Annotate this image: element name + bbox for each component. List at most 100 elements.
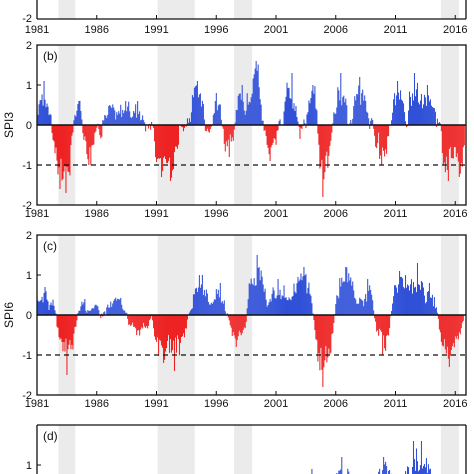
panel-b-bar-32 — [68, 125, 70, 173]
panel-b-bar-147 — [182, 125, 184, 132]
panel-c-bar-49 — [85, 310, 87, 315]
panel-c-bar-192 — [227, 315, 229, 318]
panel-b-bar-84 — [120, 104, 122, 125]
panel-b-bar-333 — [368, 118, 370, 125]
panel-b-bar-12 — [48, 115, 50, 125]
panel-c-bar-19 — [55, 313, 57, 315]
panel-b-bar-71 — [107, 114, 109, 125]
panel-c-bar-365 — [400, 276, 402, 315]
panel-c-ytick-label-1: -1 — [22, 350, 32, 362]
panel-c-bar-57 — [93, 308, 95, 315]
panel-b-bar-413 — [447, 125, 449, 181]
panel-c-bar-338 — [373, 310, 375, 315]
panel-c-bar-319 — [354, 297, 356, 315]
panel-b-bar-1 — [37, 114, 39, 125]
panel-c-bar-280 — [315, 315, 317, 340]
panel-a-xtick-label-5: 2006 — [324, 24, 348, 36]
panel-b-bar-135 — [170, 125, 173, 178]
panel-b-bar-237 — [272, 125, 274, 143]
panel-c-bar-254 — [289, 298, 291, 315]
panel-b-bar-298 — [333, 112, 335, 125]
panel-b-bar-171 — [206, 125, 208, 129]
panel-b-bar-308 — [343, 95, 345, 125]
panel-c-bar-116 — [152, 315, 154, 321]
panel-d-bar-101 — [389, 469, 391, 474]
panel-c-bar-130 — [166, 315, 168, 349]
panel-c-bar-147 — [182, 315, 184, 334]
panel-c-bar-72 — [108, 307, 110, 315]
panel-c-bar-379 — [413, 287, 416, 315]
panel-c-bar-207 — [242, 315, 244, 330]
panel-c-bar-425 — [459, 315, 461, 335]
panel-b-bar-174 — [209, 125, 211, 130]
panel-b-bar-211 — [246, 93, 248, 125]
panel-b-bar-217 — [252, 78, 254, 125]
panel-c-bar-111 — [147, 315, 149, 329]
panel-c-bar-421 — [455, 315, 457, 339]
panel-c-bar-371 — [405, 287, 408, 315]
panel-b-xtick-label-5: 2006 — [324, 208, 348, 220]
panel-c-bar-232 — [267, 304, 269, 315]
panel-c-bar-208 — [243, 315, 245, 328]
panel-c-bar-326 — [361, 299, 363, 315]
panel-b-bar-199 — [234, 122, 236, 125]
panel-d-shade-1 — [157, 425, 195, 474]
panel-c-bar-158 — [193, 294, 195, 315]
panel-c-bar-389 — [423, 295, 425, 315]
panel-b-bar-230 — [265, 125, 267, 136]
panel-c-bar-342 — [377, 315, 379, 331]
panel-c-bar-181 — [216, 294, 218, 315]
panel-b-bar-229 — [264, 125, 266, 130]
panel-c-bar-363 — [398, 284, 400, 315]
panel-c-bar-269 — [304, 275, 306, 315]
panel-c-bar-94 — [130, 315, 132, 326]
panel-c-bar-75 — [111, 306, 113, 315]
panel-c-bar-320 — [355, 299, 357, 315]
panel-c-bar-62 — [98, 310, 100, 315]
panel-b-bar-240 — [275, 125, 277, 145]
panel-b-bar-69 — [105, 115, 107, 125]
panel-c-bar-153 — [188, 312, 190, 315]
panel-b-bar-360 — [395, 105, 397, 125]
panel-b-bar-381 — [415, 89, 418, 125]
panel-c-bar-330 — [365, 294, 367, 315]
panel-c-bar-4 — [40, 299, 42, 315]
panel-b-bar-19 — [55, 125, 57, 148]
panel-b-bar-15 — [51, 125, 53, 133]
panel-b-bar-302 — [337, 87, 339, 125]
panel-c-bar-349 — [384, 315, 386, 349]
panel-b-bar-37 — [73, 120, 75, 125]
panel-c-bar-179 — [214, 299, 216, 315]
panel-c-bar-332 — [367, 279, 369, 315]
panel-b-bar-323 — [358, 85, 360, 125]
panel-c-bar-203 — [238, 315, 240, 331]
panel-c-xtick-label-4: 2001 — [264, 398, 288, 410]
panel-c-bar-224 — [259, 280, 261, 315]
panel-d-label: (d) — [43, 429, 58, 443]
panel-c-bar-292 — [327, 315, 329, 358]
panel-c-bar-109 — [145, 315, 147, 328]
panel-c-bar-53 — [89, 310, 91, 315]
panel-c-bar-301 — [336, 295, 338, 315]
panel-b-bar-375 — [409, 96, 412, 125]
panel-b-bar-160 — [195, 85, 197, 125]
panel-b-bar-155 — [190, 112, 192, 125]
panel-b-bar-235 — [270, 125, 272, 148]
panel-d-bar-125 — [412, 441, 415, 474]
panel-b-bar-83 — [119, 113, 121, 125]
panel-c-bar-324 — [359, 297, 361, 315]
panel-c-bar-300 — [335, 304, 337, 315]
panel-c-bar-228 — [263, 291, 265, 315]
panel-b-bar-268 — [303, 119, 305, 125]
panel-c-bar-13 — [49, 304, 51, 315]
panel-b-bar-394 — [428, 101, 430, 125]
panel-c-bar-418 — [452, 315, 454, 344]
panel-b-bar-218 — [253, 74, 255, 125]
panel-b-bar-262 — [297, 121, 299, 125]
panel-c-bar-140 — [175, 315, 178, 353]
panel-c-bar-412 — [446, 315, 448, 347]
panel-b-bar-332 — [367, 112, 369, 125]
panel-c-bar-313 — [348, 273, 350, 315]
panel-b-bar-120 — [156, 125, 158, 163]
panel-b-bar-77 — [113, 107, 115, 125]
